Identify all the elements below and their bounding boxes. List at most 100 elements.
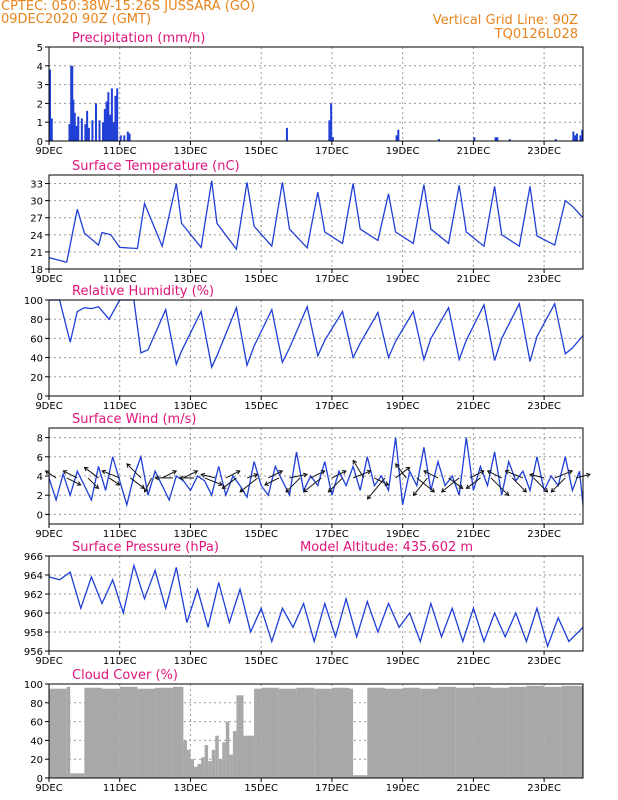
panel4-wind-vector: [225, 470, 241, 479]
panel5-ytick-label: 960: [24, 609, 43, 620]
panel4-series-line: [48, 437, 584, 508]
panel5-xtick-label: 9DEC: [35, 656, 62, 667]
panel6-bar: [544, 686, 562, 778]
panel5-ytick-label: 958: [24, 628, 43, 639]
panel1-bar: [70, 65, 73, 141]
panel1-xtick-label: 17DEC: [315, 146, 349, 157]
panel5-xtick-label: 11DEC: [103, 656, 137, 667]
panel4-wind-vector: [511, 477, 527, 493]
panel6-bar: [119, 686, 138, 778]
panel1-xtick-label: 23DEC: [527, 146, 561, 157]
panel4-wind-arrowhead: [218, 481, 223, 487]
panel6-xtick-label: 11DEC: [103, 783, 137, 794]
panel1-bar: [473, 137, 476, 141]
panel1-xtick-label: 19DEC: [386, 146, 420, 157]
panel6-xtick-label: 13DEC: [174, 783, 208, 794]
panel4-wind-arrowhead: [440, 488, 446, 493]
panel1-bar: [123, 135, 126, 141]
panel2-xtick-label: 23DEC: [527, 274, 561, 285]
panel2-frame: [48, 174, 584, 270]
panel4-wind-arrowhead: [221, 484, 227, 489]
panel1-bar: [75, 125, 78, 141]
panel5-xtick-label: 17DEC: [315, 656, 349, 667]
panel1-bar: [285, 127, 288, 141]
panel6-bar: [232, 731, 237, 778]
panel4-wind-vector: [161, 470, 177, 479]
panel4-wind-arrowhead: [115, 481, 121, 486]
panel1-bar: [98, 120, 101, 141]
panel1-bar: [84, 124, 87, 141]
panel4-wind-arrowhead: [253, 473, 259, 478]
panel1-bar: [102, 122, 105, 141]
panel4-wind-vector: [289, 473, 308, 479]
panel2-series-line: [48, 180, 584, 264]
panel4-wind-vector: [130, 477, 145, 489]
panel1-bar: [109, 114, 112, 141]
panel2-ytick-label: 18: [30, 265, 43, 276]
panel2-ytick-label: 21: [30, 248, 43, 259]
panel5-annotation: Model Altitude: 435.602 m: [300, 540, 473, 555]
panel6-bar: [331, 687, 350, 778]
panel4-wind-arrowhead: [430, 488, 436, 493]
panel6-bar: [102, 688, 120, 778]
panel1-bar: [508, 139, 511, 141]
panel1-bar: [49, 69, 51, 141]
panel4-wind-arrowhead: [366, 469, 372, 475]
panel6-frame: [48, 683, 584, 779]
panel3-ytick-label: 60: [30, 334, 43, 345]
panel4-wind-vector: [367, 477, 386, 500]
panel2-xtick-label: 19DEC: [386, 274, 420, 285]
panel4-xtick-label: 13DEC: [174, 529, 208, 540]
panel4-wind-vector: [505, 470, 524, 479]
panel4-wind-vector: [66, 477, 81, 486]
panel2-ytick-label: 24: [30, 231, 43, 242]
panel4-wind-arrowhead: [83, 466, 89, 472]
panel6-bar: [155, 687, 173, 778]
panel1-bar: [128, 133, 131, 141]
panel1-bar: [71, 65, 74, 141]
panel5-xtick-label: 13DEC: [174, 656, 208, 667]
panel1-bar: [77, 116, 80, 141]
panel6-bar: [384, 688, 403, 778]
panel5-series-line: [48, 563, 584, 649]
panel6-bar: [561, 685, 580, 778]
panel3-xtick-label: 15DEC: [244, 401, 278, 412]
panel6-bar: [183, 740, 187, 778]
panel1-bar: [397, 129, 400, 141]
panel5-ytick-label: 962: [24, 590, 43, 601]
panel6-bar: [349, 688, 354, 778]
panel4-wind-vector: [466, 477, 481, 489]
panel4-wind-arrowhead: [465, 484, 471, 489]
panel4-wind-arrowhead: [126, 463, 131, 468]
panel6-bar: [208, 761, 212, 778]
panel6-bar: [222, 742, 226, 778]
panel1-bar: [554, 139, 557, 141]
panel2-ytick-label: 33: [30, 180, 43, 191]
panel6-bar: [215, 735, 219, 778]
panel4-wind-arrowhead: [285, 487, 291, 493]
panel6-xtick-label: 21DEC: [457, 783, 491, 794]
panel4-wind-vector: [102, 470, 120, 479]
panel4-wind-arrowhead: [154, 475, 159, 481]
panel1-bar: [72, 99, 75, 141]
panel4-wind-vector: [63, 470, 78, 479]
panel6-bar: [137, 688, 156, 778]
panel4-wind-arrowhead: [585, 472, 591, 478]
panel4-ytick-label: 6: [37, 453, 43, 464]
panel4-wind-arrowhead: [479, 470, 485, 475]
panel4-wind-arrowhead: [278, 470, 284, 475]
panel2-xtick-label: 13DEC: [174, 274, 208, 285]
panel4-ytick-label: 8: [37, 434, 43, 445]
panel3-xtick-label: 21DEC: [457, 401, 491, 412]
panel1-ytick-label: 3: [37, 81, 43, 92]
panel1-xtick-label: 15DEC: [244, 146, 278, 157]
panel6-xtick-label: 17DEC: [315, 783, 349, 794]
panel4-wind-arrowhead: [235, 470, 241, 475]
panel4-wind-arrowhead: [504, 469, 510, 475]
model-id: TQ0126L028: [494, 27, 578, 42]
panel2-xtick-label: 9DEC: [35, 274, 62, 285]
panel1-bar: [126, 131, 129, 141]
panel2-xtick-label: 21DEC: [457, 274, 491, 285]
panel6-bar: [420, 688, 439, 778]
